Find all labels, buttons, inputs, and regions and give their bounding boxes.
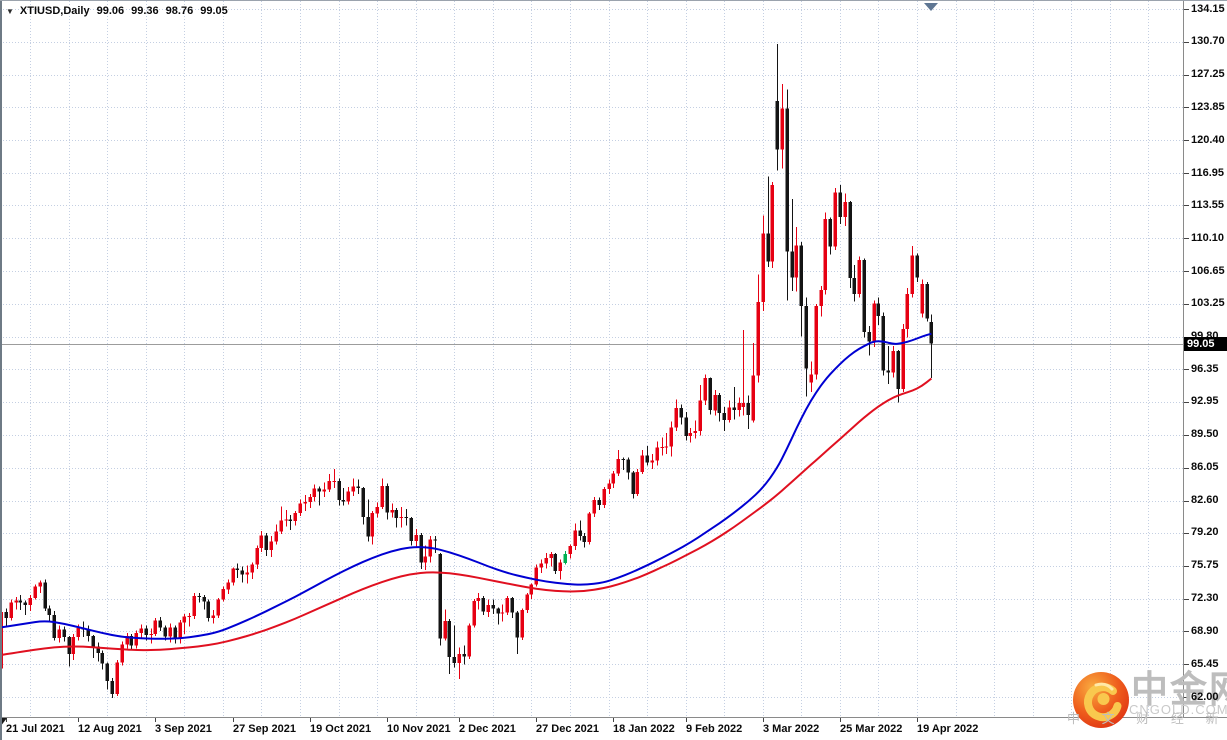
price-tick-label: 103.25: [1191, 297, 1225, 310]
price-tick-label: 72.30: [1191, 592, 1219, 605]
quote-line: ▼ XTIUSD,Daily 99.06 99.36 98.76 99.05: [6, 5, 235, 17]
price-tick-label: 116.95: [1191, 166, 1225, 179]
price-tick-label: 65.45: [1191, 657, 1219, 670]
quote-open: 99.06: [96, 5, 125, 17]
quote-close: 99.05: [200, 5, 228, 17]
time-tick-label: 18 Jan 2022: [613, 723, 675, 735]
current-price-label: 99.05: [1184, 337, 1227, 351]
time-tick-label: 25 Mar 2022: [840, 723, 903, 735]
window-left-border: [0, 1, 2, 740]
price-tick-label: 68.90: [1191, 624, 1219, 637]
current-price-value: 99.05: [1187, 338, 1215, 350]
quote-high: 99.36: [131, 5, 159, 17]
price-tick-label: 110.10: [1191, 231, 1225, 244]
price-tick-label: 62.00: [1191, 690, 1219, 703]
time-tick-label: 12 Aug 2021: [78, 723, 142, 735]
time-tick-label: 19 Oct 2021: [310, 723, 372, 735]
time-tick-label: 3 Mar 2022: [763, 723, 820, 735]
symbol-dropdown-icon[interactable]: ▼: [6, 6, 14, 16]
price-tick-label: 79.20: [1191, 526, 1219, 539]
price-tick-label: 123.85: [1191, 100, 1225, 113]
time-tick-label: 9 Feb 2022: [686, 723, 743, 735]
symbol-period-label: XTIUSD,Daily: [19, 5, 90, 17]
last-bar-marker-icon: [924, 3, 938, 11]
scroll-corner-icon: [0, 718, 7, 727]
price-tick-label: 75.75: [1191, 559, 1219, 572]
moving-average-slow: [1, 377, 933, 656]
price-tick-label: 134.15: [1191, 2, 1225, 15]
price-tick-label: 86.05: [1191, 461, 1219, 474]
time-tick-label: 3 Sep 2021: [155, 723, 212, 735]
price-tick-label: 82.60: [1191, 494, 1219, 507]
time-tick-label: 2 Dec 2021: [459, 723, 516, 735]
price-tick-label: 89.50: [1191, 428, 1219, 441]
time-tick-label: 27 Sep 2021: [233, 723, 296, 735]
price-tick-label: 130.70: [1191, 35, 1225, 48]
price-tick-label: 96.35: [1191, 362, 1219, 375]
time-tick-label: 10 Nov 2021: [387, 723, 451, 735]
time-tick-label: 21 Jul 2021: [6, 723, 65, 735]
price-tick-label: 120.40: [1191, 133, 1225, 146]
moving-average-fast: [1, 332, 932, 640]
time-tick-label: 19 Apr 2022: [917, 723, 979, 735]
price-tick-label: 92.95: [1191, 395, 1219, 408]
time-tick-label: 27 Dec 2021: [536, 723, 599, 735]
price-tick-label: 127.25: [1191, 68, 1225, 81]
quote-low: 98.76: [165, 5, 194, 17]
price-tick-label: 106.65: [1191, 264, 1225, 277]
price-tick-label: 113.55: [1191, 198, 1225, 211]
